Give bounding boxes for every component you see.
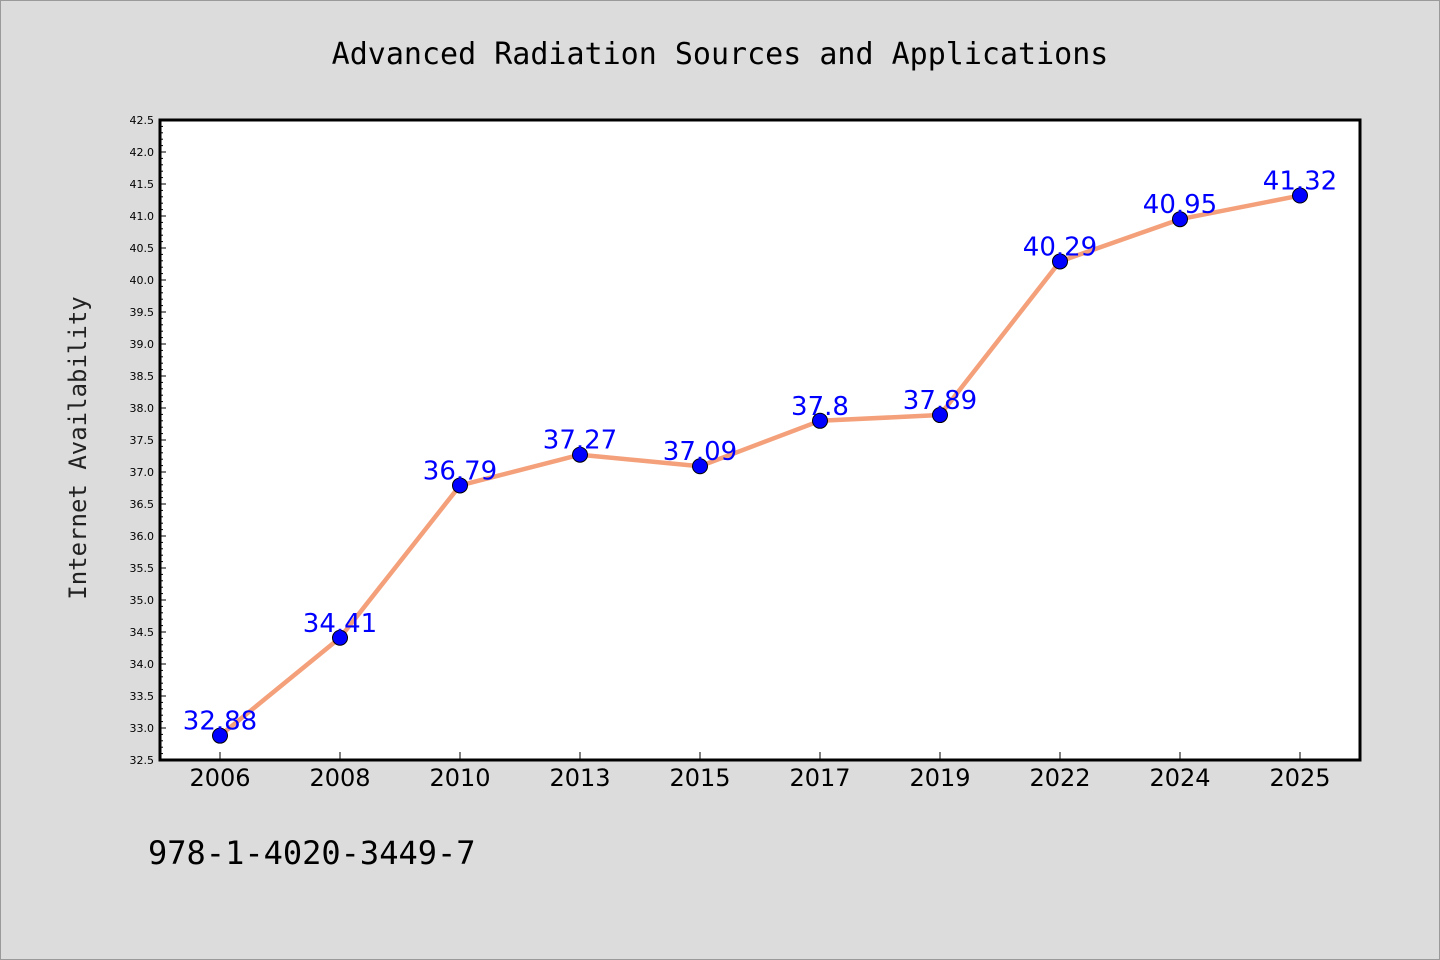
y-tick-label: 34.5 — [130, 626, 155, 639]
y-tick-label: 35.5 — [130, 562, 155, 575]
data-point — [1052, 253, 1068, 270]
y-tick-label: 40.0 — [130, 274, 155, 287]
y-tick-label: 39.0 — [130, 338, 155, 351]
data-point — [1292, 187, 1308, 204]
x-tick-label: 2022 — [1029, 764, 1090, 792]
x-tick-label: 2024 — [1149, 764, 1210, 792]
data-point — [692, 458, 708, 475]
series-layer — [212, 187, 1308, 744]
y-tick-label: 38.5 — [130, 370, 155, 383]
y-tick-label: 36.5 — [130, 498, 155, 511]
data-point — [812, 412, 828, 429]
y-tick-label: 42.0 — [130, 146, 155, 159]
y-tick-label: 40.5 — [130, 242, 155, 255]
data-label: 34.41 — [303, 609, 377, 639]
x-tick-label: 2025 — [1269, 764, 1330, 792]
y-tick-label: 33.5 — [130, 690, 155, 703]
y-tick-label: 41.5 — [130, 178, 155, 191]
data-label: 37.8 — [791, 392, 849, 422]
y-tick-label: 34.0 — [130, 658, 155, 671]
data-point — [572, 446, 588, 463]
x-tick-label: 2019 — [909, 764, 970, 792]
data-label: 40.95 — [1143, 190, 1217, 220]
y-tick-label: 38.0 — [130, 402, 155, 415]
y-tick-label: 37.0 — [130, 466, 155, 479]
x-tick-label: 2006 — [189, 764, 250, 792]
data-label: 36.79 — [423, 456, 497, 486]
y-tick-label: 41.0 — [130, 210, 155, 223]
y-tick-label: 37.5 — [130, 434, 155, 447]
data-point — [1172, 211, 1188, 228]
y-axis-ticks: 32.5 33.0 33.5 34.0 34.5 35.0 35.5 36.0 36.5 37.0… — [130, 114, 166, 767]
data-label: 37.27 — [543, 426, 617, 456]
data-label: 41.32 — [1263, 167, 1337, 197]
data-point — [452, 477, 468, 494]
data-point — [332, 629, 348, 646]
data-label: 32.88 — [183, 707, 257, 737]
x-axis-ticks: 2006 2008 2010 2013 2015 2017 2019 2022 2024 2025 — [189, 752, 1331, 792]
y-tick-label: 42.5 — [130, 114, 155, 127]
y-tick-label: 32.5 — [130, 754, 155, 767]
x-tick-label: 2015 — [669, 764, 730, 792]
x-tick-label: 2008 — [309, 764, 370, 792]
y-tick-label: 35.0 — [130, 594, 155, 607]
y-tick-label: 33.0 — [130, 722, 155, 735]
x-tick-label: 2017 — [789, 764, 850, 792]
data-label: 37.09 — [663, 437, 737, 467]
x-tick-label: 2010 — [429, 764, 490, 792]
data-point — [932, 407, 948, 424]
data-label: 40.29 — [1023, 232, 1097, 262]
chart-title: Advanced Radiation Sources and Applicati… — [332, 37, 1109, 72]
series-line — [218, 193, 1301, 738]
y-tick-label: 36.0 — [130, 530, 155, 543]
data-label-layer: 32.88 34.41 36.79 37.27 37.09 37.8 37.89 40.29 4… — [183, 167, 1337, 737]
data-label: 37.89 — [903, 386, 977, 416]
data-point — [212, 727, 228, 744]
footnote-isbn: 978-1-4020-3449-7 — [148, 834, 476, 872]
y-tick-label: 39.5 — [130, 306, 155, 319]
y-axis-label: Internet Availability — [64, 296, 92, 599]
x-tick-label: 2013 — [549, 764, 610, 792]
